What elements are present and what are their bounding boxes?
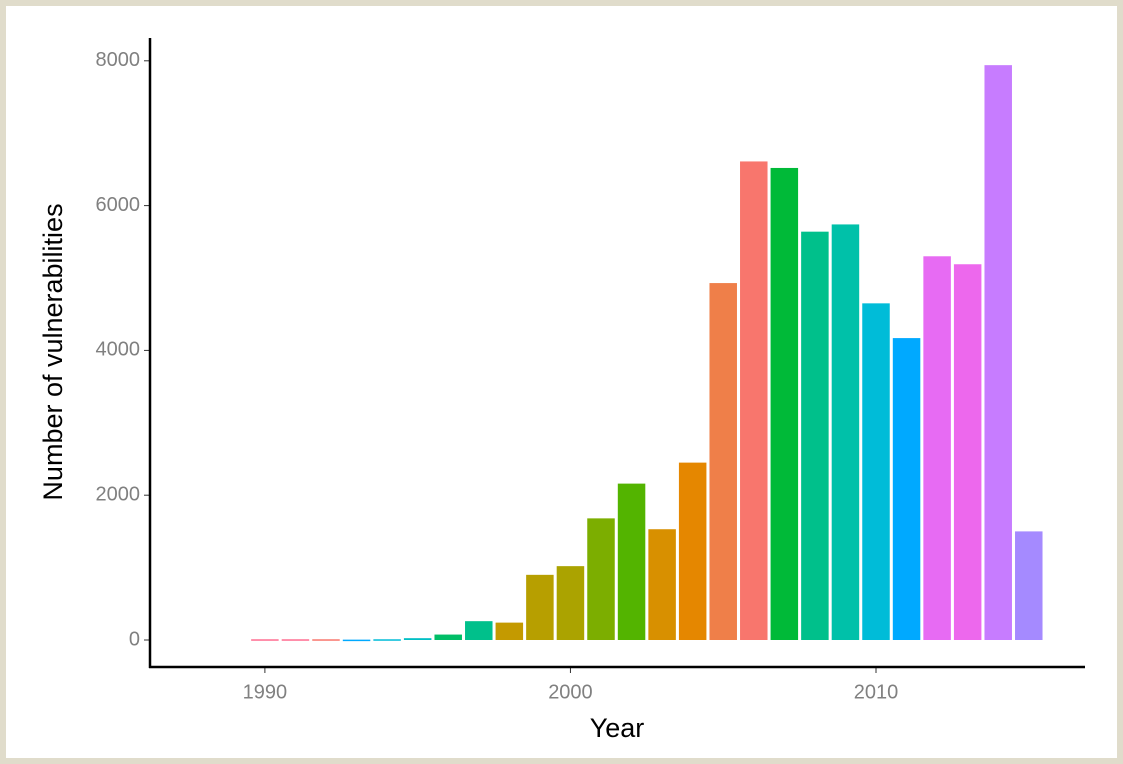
bar [740, 161, 768, 640]
x-tick-label: 2000 [548, 681, 593, 703]
bar [709, 283, 737, 640]
bar [434, 634, 462, 640]
bar [923, 256, 951, 640]
x-axis-title: Year [590, 713, 645, 743]
bar [1015, 531, 1043, 640]
bar [251, 639, 279, 641]
x-tick-label: 2010 [854, 681, 899, 703]
bar [617, 483, 646, 640]
bar [312, 639, 340, 641]
bar [831, 224, 860, 640]
y-axis-title: Number of vulnerabilities [38, 203, 68, 500]
bar [648, 529, 676, 640]
y-tick-label: 4000 [96, 339, 141, 361]
x-tick-label: 1990 [243, 681, 288, 703]
y-tick-label: 2000 [96, 483, 141, 505]
bar [526, 574, 554, 640]
bar [678, 462, 707, 640]
y-tick-label: 8000 [96, 49, 141, 71]
y-tick-label: 6000 [96, 194, 141, 216]
bar [556, 566, 585, 640]
y-tick-label: 0 [129, 628, 140, 650]
bar [281, 639, 310, 641]
bar [465, 621, 493, 640]
bar [373, 639, 401, 641]
bar [862, 303, 890, 640]
bar [984, 65, 1012, 640]
bar [403, 638, 432, 640]
bar [953, 264, 982, 640]
bar [342, 639, 371, 642]
bar [801, 231, 829, 640]
bar [495, 622, 524, 640]
bar [770, 167, 799, 640]
bar [587, 518, 615, 640]
bar [892, 338, 921, 640]
